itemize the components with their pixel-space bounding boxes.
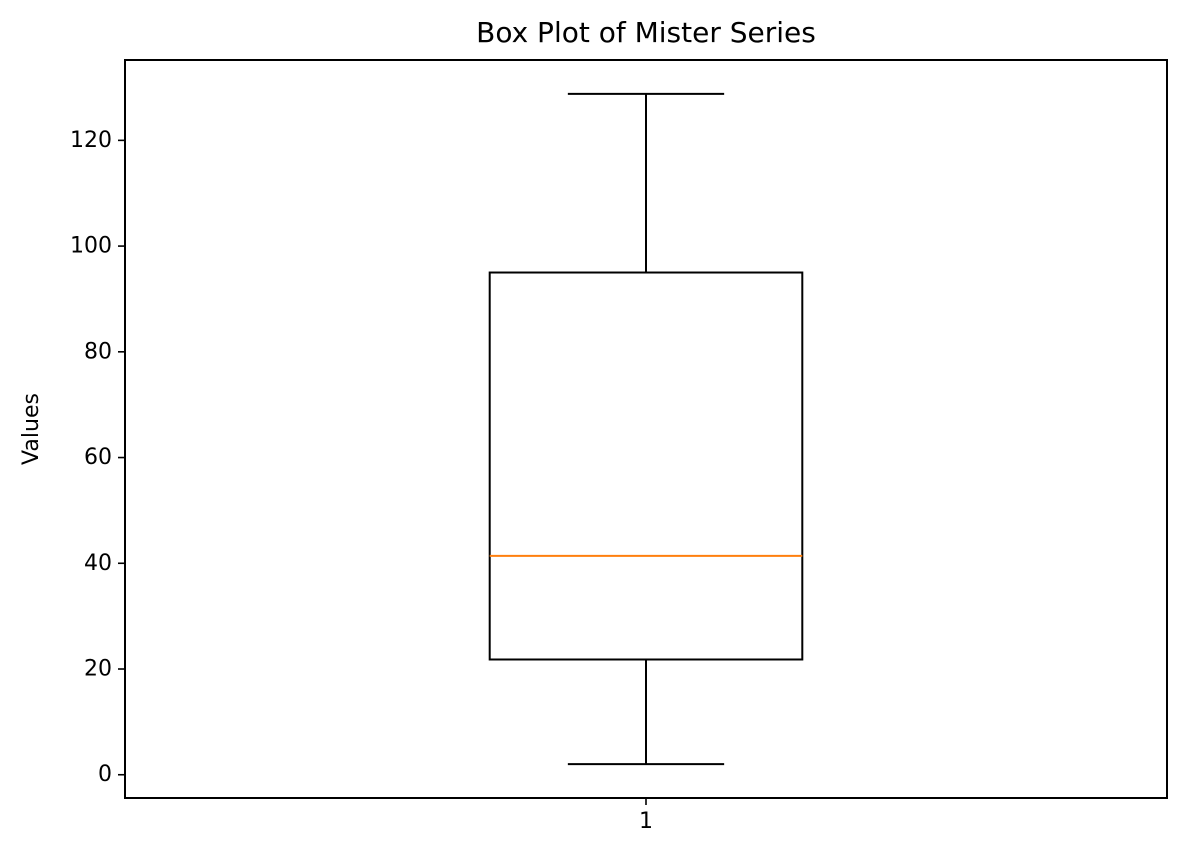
y-tick-label: 80 xyxy=(84,339,112,364)
y-tick-label: 40 xyxy=(84,551,112,576)
y-tick-label: 60 xyxy=(84,445,112,470)
iqr-box xyxy=(488,271,804,661)
y-axis-label: Values xyxy=(19,393,44,465)
x-tick-label: 1 xyxy=(639,809,653,834)
box-group xyxy=(488,92,804,766)
box-series xyxy=(488,92,804,766)
y-tick-label: 0 xyxy=(98,762,112,787)
y-tick-label: 20 xyxy=(84,657,112,682)
chart-title: Box Plot of Mister Series xyxy=(476,16,816,49)
y-tick-label: 100 xyxy=(70,234,112,259)
x-axis-ticks: 1 xyxy=(639,798,653,834)
plot-frame xyxy=(124,59,1168,799)
y-axis-ticks: 0 20 40 60 80 100 120 xyxy=(70,128,125,787)
y-tick-label: 120 xyxy=(70,128,112,153)
